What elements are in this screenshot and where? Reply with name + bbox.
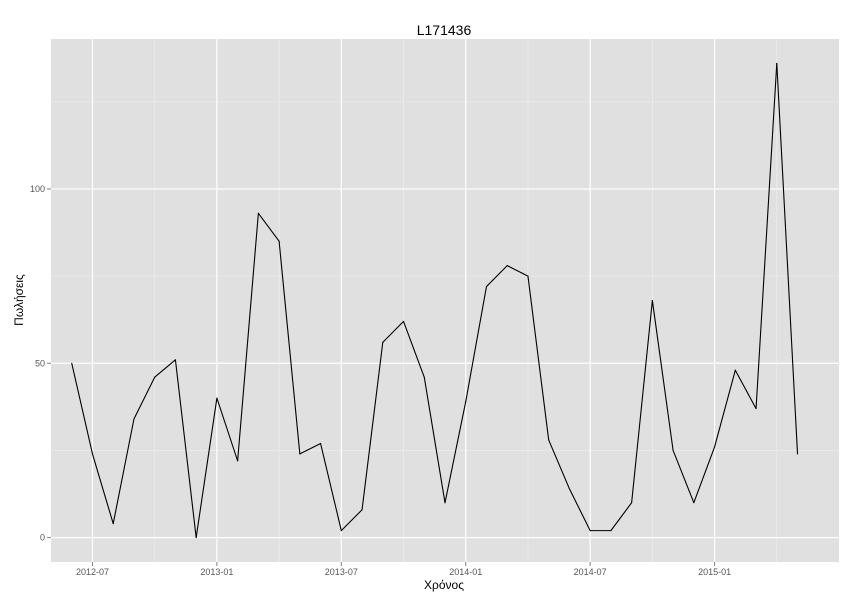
series-segment [154, 359, 176, 378]
series-segment [91, 453, 114, 525]
x-tick-labels: 2012-07 2013-01 2013-07 2014-01 2014-07 2015-… [76, 567, 731, 577]
x-tick-label: 2013-01 [200, 567, 233, 577]
x-tick-label: 2014-07 [574, 567, 607, 577]
series-lines [71, 62, 799, 539]
series-segment [278, 240, 301, 455]
series-segment [320, 442, 342, 532]
plot-panel [51, 39, 839, 562]
y-tick-labels: 0 50 100 [30, 184, 45, 543]
chart-title: L171436 [417, 22, 472, 38]
series-segment [755, 62, 778, 410]
series-segment [237, 212, 259, 462]
series-segment [299, 442, 322, 455]
major-grid [51, 39, 839, 562]
series-segment [527, 275, 550, 441]
series-segment [631, 299, 653, 504]
series-segment [672, 449, 695, 504]
series-segment [444, 401, 467, 504]
x-tick-label: 2014-01 [449, 567, 482, 577]
series-segment [257, 212, 280, 242]
series-segment [216, 397, 239, 462]
x-tick-label: 2015-01 [698, 567, 731, 577]
y-axis-title: Πωλήσεις [12, 274, 26, 326]
x-tick-label: 2012-07 [76, 567, 109, 577]
series-segment [465, 286, 488, 403]
series-segment [506, 265, 529, 277]
series-segment [714, 369, 736, 448]
minor-grid [51, 39, 839, 562]
series-segment [693, 446, 716, 504]
series-segment [174, 359, 197, 539]
series-segment [548, 439, 570, 490]
series-segment [485, 265, 508, 288]
series-segment [734, 369, 757, 410]
series-segment [340, 509, 363, 532]
axis-ticks [47, 188, 716, 566]
series-segment [195, 397, 218, 539]
series-segment [71, 362, 94, 455]
series-segment [776, 62, 799, 455]
series-segment [133, 376, 156, 420]
series-segment [382, 320, 405, 343]
series-segment [402, 320, 425, 378]
x-axis-title: Χρόνος [424, 578, 464, 592]
series-segment [423, 376, 446, 504]
series-segment [568, 488, 591, 532]
series-segment [610, 502, 633, 532]
x-tick-label: 2013-07 [325, 567, 358, 577]
series-segment [361, 341, 384, 511]
series-segment [651, 299, 674, 451]
y-tick-label: 50 [35, 358, 45, 368]
series-segment [112, 418, 135, 525]
y-tick-label: 0 [40, 533, 45, 543]
y-tick-label: 100 [30, 184, 45, 194]
